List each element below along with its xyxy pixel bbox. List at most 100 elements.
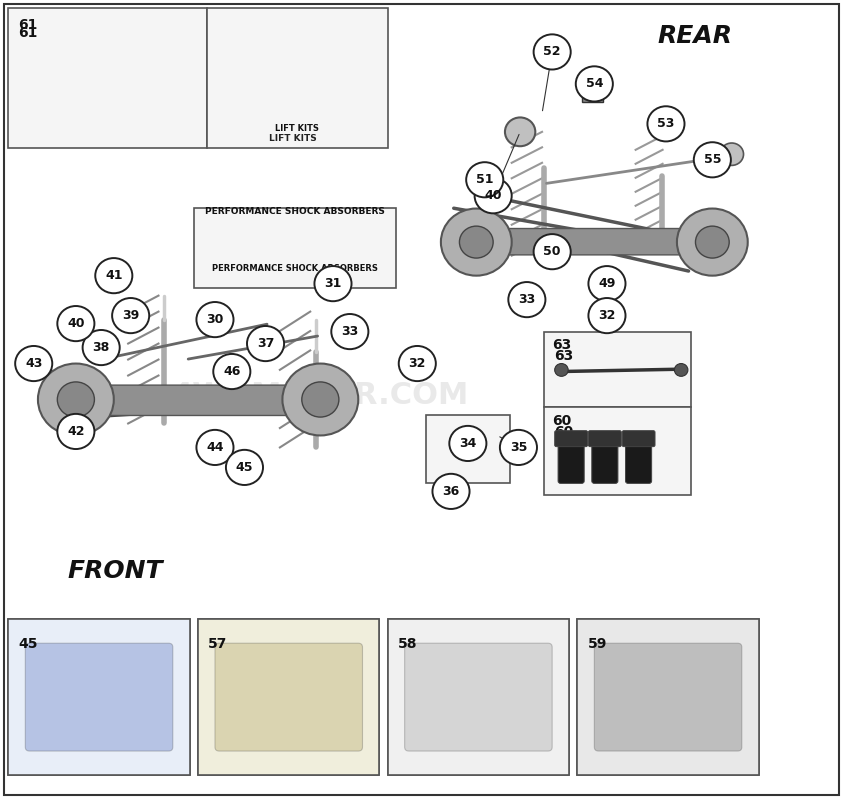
Text: PERFORMANCE SHOCK ABSORBERS: PERFORMANCE SHOCK ABSORBERS — [205, 207, 385, 217]
Text: 45: 45 — [236, 461, 253, 474]
Circle shape — [466, 162, 503, 197]
Text: PERFORMANCE SHOCK ABSORBERS: PERFORMANCE SHOCK ABSORBERS — [212, 264, 378, 273]
Text: LIFT KITS: LIFT KITS — [275, 125, 319, 133]
Circle shape — [449, 426, 486, 461]
Circle shape — [588, 298, 626, 333]
Circle shape — [588, 266, 626, 301]
FancyBboxPatch shape — [592, 435, 618, 483]
Text: 4WDMOTOR.COM: 4WDMOTOR.COM — [172, 381, 469, 410]
Text: 63: 63 — [552, 338, 572, 352]
FancyBboxPatch shape — [25, 643, 173, 751]
FancyBboxPatch shape — [473, 229, 716, 255]
Circle shape — [432, 474, 470, 509]
Text: 60: 60 — [554, 425, 573, 439]
FancyBboxPatch shape — [555, 431, 588, 447]
Circle shape — [720, 143, 744, 165]
Text: 40: 40 — [485, 189, 502, 202]
FancyBboxPatch shape — [207, 8, 388, 148]
Text: 30: 30 — [207, 313, 223, 326]
Circle shape — [38, 364, 114, 435]
Text: 63: 63 — [554, 349, 573, 364]
Text: 53: 53 — [658, 117, 674, 130]
Text: 34: 34 — [459, 437, 476, 450]
Circle shape — [441, 209, 512, 276]
Text: 33: 33 — [518, 293, 535, 306]
Circle shape — [247, 326, 284, 361]
Circle shape — [475, 178, 512, 213]
Circle shape — [196, 430, 234, 465]
Circle shape — [694, 142, 731, 177]
Text: 31: 31 — [325, 277, 341, 290]
FancyBboxPatch shape — [388, 619, 569, 775]
Circle shape — [57, 306, 94, 341]
Circle shape — [314, 266, 352, 301]
Text: 39: 39 — [122, 309, 139, 322]
Circle shape — [534, 34, 571, 70]
FancyBboxPatch shape — [198, 619, 379, 775]
Text: 44: 44 — [207, 441, 223, 454]
FancyBboxPatch shape — [558, 435, 584, 483]
Circle shape — [647, 106, 685, 141]
Text: 45: 45 — [19, 637, 38, 651]
FancyBboxPatch shape — [622, 431, 655, 447]
Text: 40: 40 — [67, 317, 84, 330]
FancyBboxPatch shape — [194, 208, 396, 288]
FancyBboxPatch shape — [4, 4, 839, 795]
Circle shape — [302, 382, 339, 417]
Circle shape — [95, 258, 132, 293]
Text: 58: 58 — [398, 637, 417, 651]
FancyBboxPatch shape — [588, 431, 621, 447]
Circle shape — [500, 430, 537, 465]
Text: 32: 32 — [409, 357, 426, 370]
Circle shape — [196, 302, 234, 337]
FancyBboxPatch shape — [594, 643, 742, 751]
Circle shape — [57, 414, 94, 449]
Text: 37: 37 — [257, 337, 274, 350]
Circle shape — [695, 226, 729, 258]
Text: REAR: REAR — [658, 24, 733, 48]
Circle shape — [331, 314, 368, 349]
FancyBboxPatch shape — [544, 407, 691, 495]
FancyBboxPatch shape — [8, 619, 190, 775]
Bar — [582, 88, 603, 102]
FancyBboxPatch shape — [388, 619, 569, 775]
Circle shape — [112, 298, 149, 333]
FancyBboxPatch shape — [72, 385, 333, 415]
Text: 38: 38 — [93, 341, 110, 354]
Circle shape — [576, 66, 613, 101]
Circle shape — [213, 354, 250, 389]
Text: 46: 46 — [223, 365, 240, 378]
Text: 42: 42 — [67, 425, 84, 438]
FancyBboxPatch shape — [577, 619, 759, 775]
Text: 35: 35 — [510, 441, 527, 454]
Text: 59: 59 — [588, 637, 607, 651]
FancyBboxPatch shape — [544, 332, 691, 407]
Text: FRONT: FRONT — [67, 559, 163, 583]
FancyBboxPatch shape — [8, 619, 190, 775]
Text: 61: 61 — [19, 18, 38, 32]
Text: 33: 33 — [341, 325, 358, 338]
Circle shape — [459, 226, 493, 258]
Text: 51: 51 — [476, 173, 493, 186]
Text: 49: 49 — [599, 277, 615, 290]
FancyBboxPatch shape — [626, 435, 652, 483]
Circle shape — [677, 209, 748, 276]
FancyBboxPatch shape — [577, 619, 759, 775]
Text: 52: 52 — [544, 46, 561, 58]
Text: 55: 55 — [704, 153, 721, 166]
Circle shape — [15, 346, 52, 381]
FancyBboxPatch shape — [426, 415, 510, 483]
Circle shape — [534, 234, 571, 269]
Text: 57: 57 — [208, 637, 228, 651]
Text: 61: 61 — [19, 26, 38, 40]
Circle shape — [555, 364, 568, 376]
FancyBboxPatch shape — [8, 8, 207, 148]
FancyBboxPatch shape — [198, 619, 379, 775]
Circle shape — [399, 346, 436, 381]
Text: 54: 54 — [586, 78, 603, 90]
Circle shape — [674, 364, 688, 376]
Text: 50: 50 — [544, 245, 561, 258]
FancyBboxPatch shape — [405, 643, 552, 751]
Text: 36: 36 — [443, 485, 459, 498]
Text: 43: 43 — [25, 357, 42, 370]
